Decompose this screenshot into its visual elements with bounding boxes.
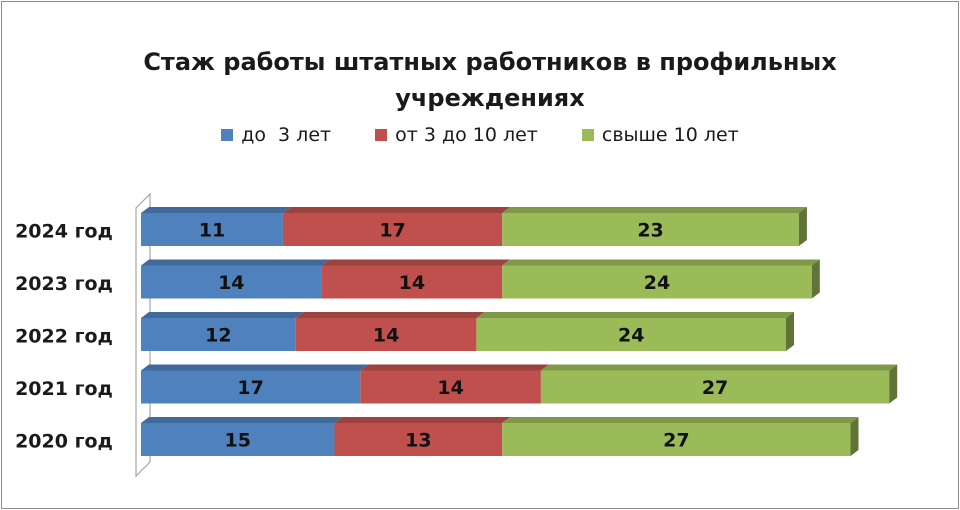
- legend: до 3 лет от 3 до 10 лет свыше 10 лет: [0, 124, 960, 146]
- legend-item-0: до 3 лет: [221, 124, 331, 146]
- legend-item-1: от 3 до 10 лет: [375, 124, 538, 146]
- data-label: 23: [637, 220, 663, 242]
- bar-segment: [141, 370, 361, 404]
- bar-segment: [282, 213, 503, 246]
- legend-item-2: свыше 10 лет: [581, 124, 739, 146]
- bar-segment: [540, 370, 890, 404]
- legend-swatch-2: [581, 129, 594, 141]
- category-label: 2023 год: [15, 273, 113, 295]
- category-label: 2024 год: [15, 221, 113, 243]
- data-label: 14: [373, 325, 399, 347]
- bar-top: [502, 417, 859, 423]
- bar-top: [141, 259, 330, 266]
- bar-segment: [334, 423, 503, 456]
- bar-top: [502, 207, 807, 213]
- bar-segment: [502, 265, 812, 299]
- bar-end: [798, 207, 807, 246]
- bar-top: [476, 312, 794, 318]
- bar-top: [141, 364, 369, 371]
- bar-segment: [141, 265, 322, 299]
- data-label: 17: [379, 220, 405, 242]
- bar-segment: [141, 318, 296, 351]
- bar-top: [334, 417, 511, 423]
- data-label: 27: [702, 377, 728, 399]
- bar-segment: [321, 265, 503, 299]
- bar-top: [295, 312, 485, 318]
- data-label: 24: [644, 272, 670, 294]
- bar-top: [141, 312, 304, 318]
- bar-end: [786, 312, 794, 351]
- legend-swatch-1: [375, 129, 388, 141]
- bar-top: [282, 207, 511, 213]
- bar-top: [540, 364, 898, 371]
- legend-swatch-0: [221, 129, 234, 141]
- bar-segment: [141, 213, 283, 246]
- bar-end: [811, 259, 820, 299]
- data-label: 14: [437, 377, 463, 399]
- legend-label-2: свыше 10 лет: [601, 124, 739, 146]
- category-label: 2022 год: [15, 326, 113, 348]
- plot-wall: [135, 192, 151, 478]
- data-label: 27: [663, 430, 689, 452]
- data-label: 11: [199, 220, 225, 242]
- bar-segment: [502, 423, 851, 456]
- bar-segment: [476, 318, 786, 351]
- bar-segment: [502, 213, 799, 246]
- data-label: 13: [405, 430, 431, 452]
- bar-segment: [295, 318, 477, 351]
- data-label: 24: [618, 325, 644, 347]
- chart-title: Стаж работы штатных работников в профиль…: [143, 48, 837, 112]
- data-label: 14: [218, 272, 244, 294]
- bar-top: [141, 417, 343, 423]
- bar-end: [889, 364, 898, 404]
- data-label: 12: [205, 325, 231, 347]
- bar-top: [502, 259, 820, 266]
- legend-label-1: от 3 до 10 лет: [395, 124, 538, 146]
- bar-top: [360, 364, 549, 371]
- data-label: 14: [399, 272, 425, 294]
- bar-segment: [141, 423, 335, 456]
- bar-top: [141, 207, 291, 213]
- data-label: 17: [237, 377, 263, 399]
- bar-segment: [360, 370, 541, 404]
- data-label: 15: [225, 430, 251, 452]
- bar-top: [321, 259, 511, 266]
- category-label: 2020 год: [15, 431, 113, 453]
- bar-end: [850, 417, 859, 456]
- legend-label-0: до 3 лет: [241, 124, 332, 146]
- category-label: 2021 год: [15, 378, 113, 400]
